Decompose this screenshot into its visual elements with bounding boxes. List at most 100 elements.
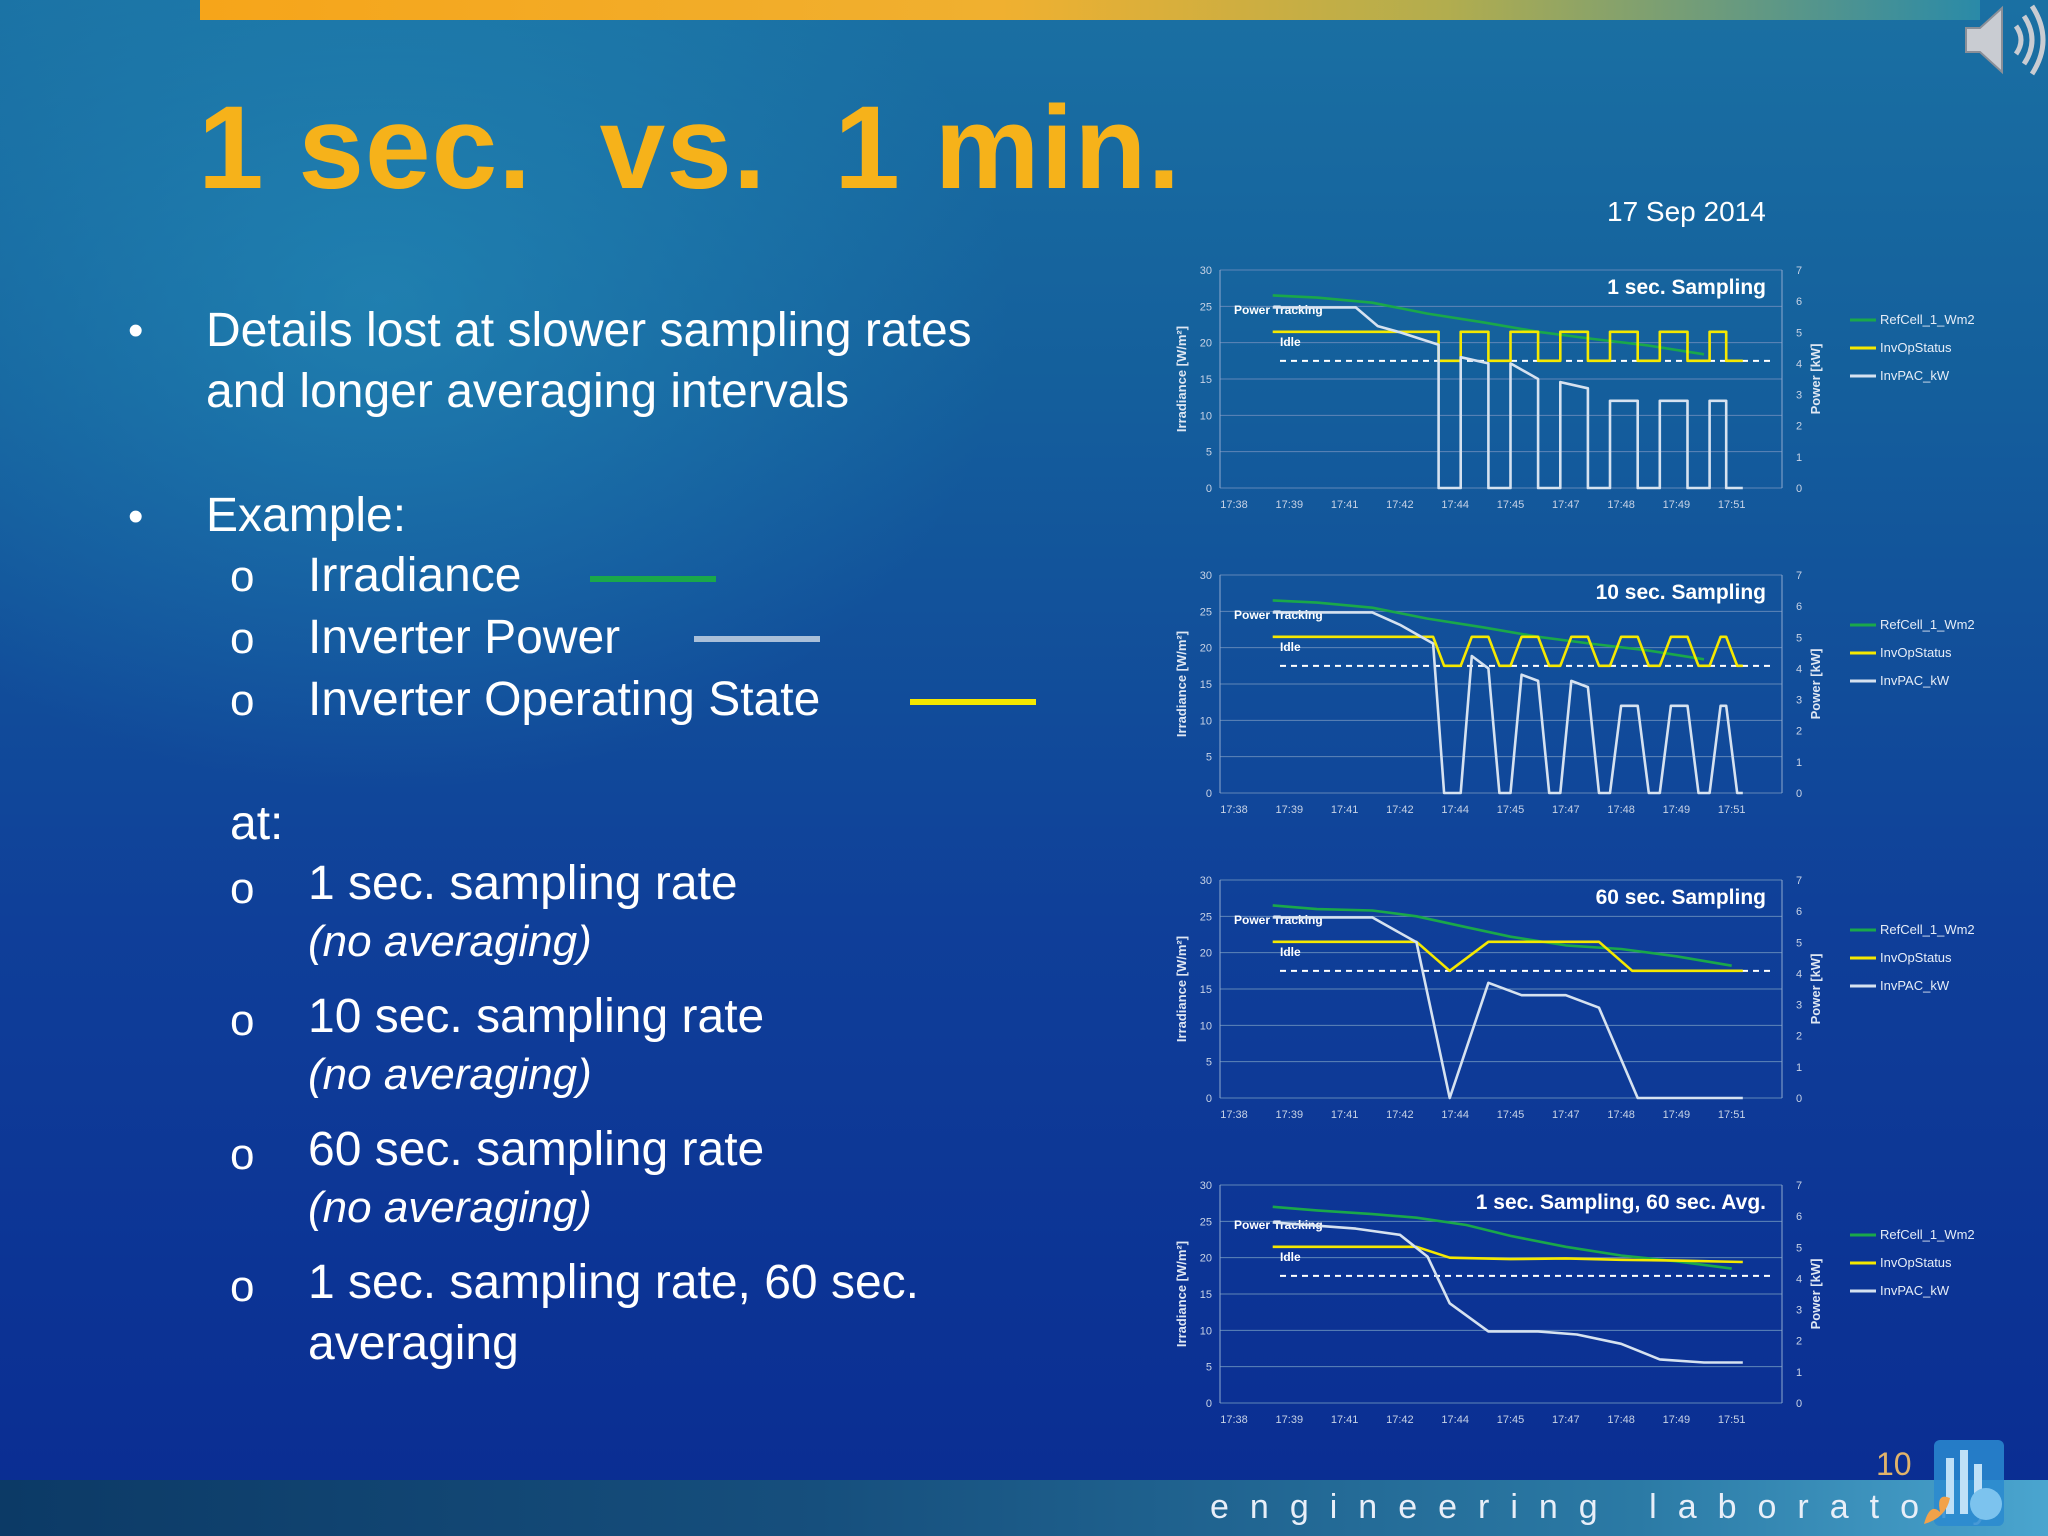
y-right-axis-label: Power [kW]	[1808, 954, 1823, 1025]
y-tick-label: 20	[1200, 338, 1212, 350]
x-tick-label: 17:51	[1718, 1414, 1746, 1426]
x-tick-label: 17:49	[1663, 499, 1691, 511]
y-tick-label: 15	[1200, 679, 1212, 691]
x-tick-label: 17:41	[1331, 1109, 1359, 1121]
y-tick-label: 25	[1200, 301, 1212, 313]
x-tick-label: 17:47	[1552, 499, 1580, 511]
chart-title: 60 sec. Sampling	[1596, 886, 1766, 909]
y-right-tick-label: 4	[1796, 358, 1802, 370]
y-right-tick-label: 4	[1796, 1273, 1802, 1285]
annotation-power-tracking: Power Tracking	[1234, 608, 1323, 622]
x-tick-label: 17:45	[1497, 804, 1525, 816]
x-tick-label: 17:48	[1607, 1109, 1635, 1121]
bullet-2-example: Example:	[206, 489, 407, 542]
bullet-1-line-2: and longer averaging intervals	[206, 365, 850, 418]
irradiance-swatch	[590, 576, 716, 582]
y-axis-label: Irradiance [W/m²]	[1174, 1241, 1189, 1347]
chart-title: 1 sec. Sampling, 60 sec. Avg.	[1476, 1191, 1766, 1214]
annotation-power-tracking: Power Tracking	[1234, 913, 1323, 927]
x-tick-label: 17:47	[1552, 1414, 1580, 1426]
y-right-tick-label: 4	[1796, 663, 1802, 675]
chart-title: 10 sec. Sampling	[1596, 581, 1766, 604]
x-tick-label: 17:42	[1386, 499, 1414, 511]
slide-title: 1 sec. vs. 1 min.	[198, 82, 1182, 214]
y-tick-label: 15	[1200, 374, 1212, 386]
legend-label: RefCell_1_Wm2	[1880, 922, 1975, 937]
x-tick-label: 17:51	[1718, 804, 1746, 816]
sub-bullet-glyph: o	[230, 552, 255, 601]
y-right-tick-label: 0	[1796, 788, 1802, 800]
y-right-tick-label: 7	[1796, 265, 1802, 277]
y-right-tick-label: 2	[1796, 1336, 1802, 1348]
annotation-idle: Idle	[1280, 1250, 1301, 1264]
sub-bullet-glyph: o	[230, 864, 255, 913]
y-tick-label: 25	[1200, 1216, 1212, 1228]
x-tick-label: 17:44	[1441, 1414, 1469, 1426]
y-right-tick-label: 5	[1796, 1242, 1802, 1254]
y-right-tick-label: 7	[1796, 570, 1802, 582]
legend-label: InvPAC_kW	[1880, 673, 1950, 688]
x-tick-label: 17:39	[1276, 1109, 1304, 1121]
y-right-tick-label: 5	[1796, 327, 1802, 339]
rate-4-line-2: averaging	[308, 1317, 519, 1370]
rate-3-line-1: 60 sec. sampling rate	[308, 1123, 765, 1176]
y-tick-label: 15	[1200, 984, 1212, 996]
y-right-tick-label: 1	[1796, 757, 1802, 769]
slide-date: 17 Sep 2014	[1607, 196, 1766, 227]
x-tick-label: 17:41	[1331, 804, 1359, 816]
bullet-1-line-1: Details lost at slower sampling rates	[206, 304, 972, 357]
y-tick-label: 25	[1200, 606, 1212, 618]
y-tick-label: 10	[1200, 1325, 1212, 1337]
y-tick-label: 20	[1200, 643, 1212, 655]
y-right-tick-label: 3	[1796, 1000, 1802, 1012]
y-right-tick-label: 7	[1796, 1180, 1802, 1192]
rate-2-line-1: 10 sec. sampling rate	[308, 990, 765, 1043]
sub-bullet-glyph: o	[230, 1262, 255, 1311]
y-right-tick-label: 0	[1796, 1398, 1802, 1410]
operating-state-swatch	[910, 699, 1036, 705]
x-tick-label: 17:47	[1552, 1109, 1580, 1121]
footer-text: engineering laboratory	[1210, 1488, 2011, 1526]
rate-4-line-1: 1 sec. sampling rate, 60 sec.	[308, 1256, 919, 1309]
x-tick-label: 17:44	[1441, 804, 1469, 816]
speaker-icon[interactable]	[1962, 0, 2048, 80]
legend-label: InvOpStatus	[1880, 950, 1952, 965]
y-right-tick-label: 0	[1796, 483, 1802, 495]
y-tick-label: 30	[1200, 570, 1212, 582]
x-tick-label: 17:47	[1552, 804, 1580, 816]
rate-1-line-1: 1 sec. sampling rate	[308, 857, 738, 910]
bullet-glyph: •	[128, 492, 144, 541]
legend-label-inverter-power: Inverter Power	[308, 611, 621, 664]
y-right-axis-label: Power [kW]	[1808, 649, 1823, 720]
rate-1-line-2: (no averaging)	[308, 917, 592, 966]
y-right-tick-label: 4	[1796, 968, 1802, 980]
sub-bullet-glyph: o	[230, 996, 255, 1045]
legend-label: RefCell_1_Wm2	[1880, 617, 1975, 632]
x-tick-label: 17:51	[1718, 1109, 1746, 1121]
y-tick-label: 10	[1200, 410, 1212, 422]
y-tick-label: 0	[1206, 788, 1212, 800]
legend-label: InvOpStatus	[1880, 645, 1952, 660]
y-right-tick-label: 6	[1796, 906, 1802, 918]
series-line-InvOpStatus	[1272, 635, 1743, 668]
y-tick-label: 20	[1200, 1253, 1212, 1265]
laboratory-logo-icon	[1924, 1440, 2004, 1526]
y-right-tick-label: 6	[1796, 601, 1802, 613]
x-tick-label: 17:45	[1497, 499, 1525, 511]
inverter-power-swatch	[694, 636, 820, 642]
series-line-RefCell_1_Wm2	[1272, 904, 1732, 967]
annotation-idle: Idle	[1280, 335, 1301, 349]
y-tick-label: 10	[1200, 1020, 1212, 1032]
page-number: 10	[1876, 1446, 1912, 1482]
x-tick-label: 17:45	[1497, 1414, 1525, 1426]
legend-label: InvPAC_kW	[1880, 978, 1950, 993]
x-tick-label: 17:44	[1441, 1109, 1469, 1121]
y-tick-label: 5	[1206, 447, 1212, 459]
y-right-tick-label: 1	[1796, 1062, 1802, 1074]
y-tick-label: 0	[1206, 483, 1212, 495]
y-right-tick-label: 2	[1796, 421, 1802, 433]
y-right-tick-label: 2	[1796, 726, 1802, 738]
y-axis-label: Irradiance [W/m²]	[1174, 326, 1189, 432]
y-right-tick-label: 3	[1796, 695, 1802, 707]
y-right-tick-label: 0	[1796, 1093, 1802, 1105]
